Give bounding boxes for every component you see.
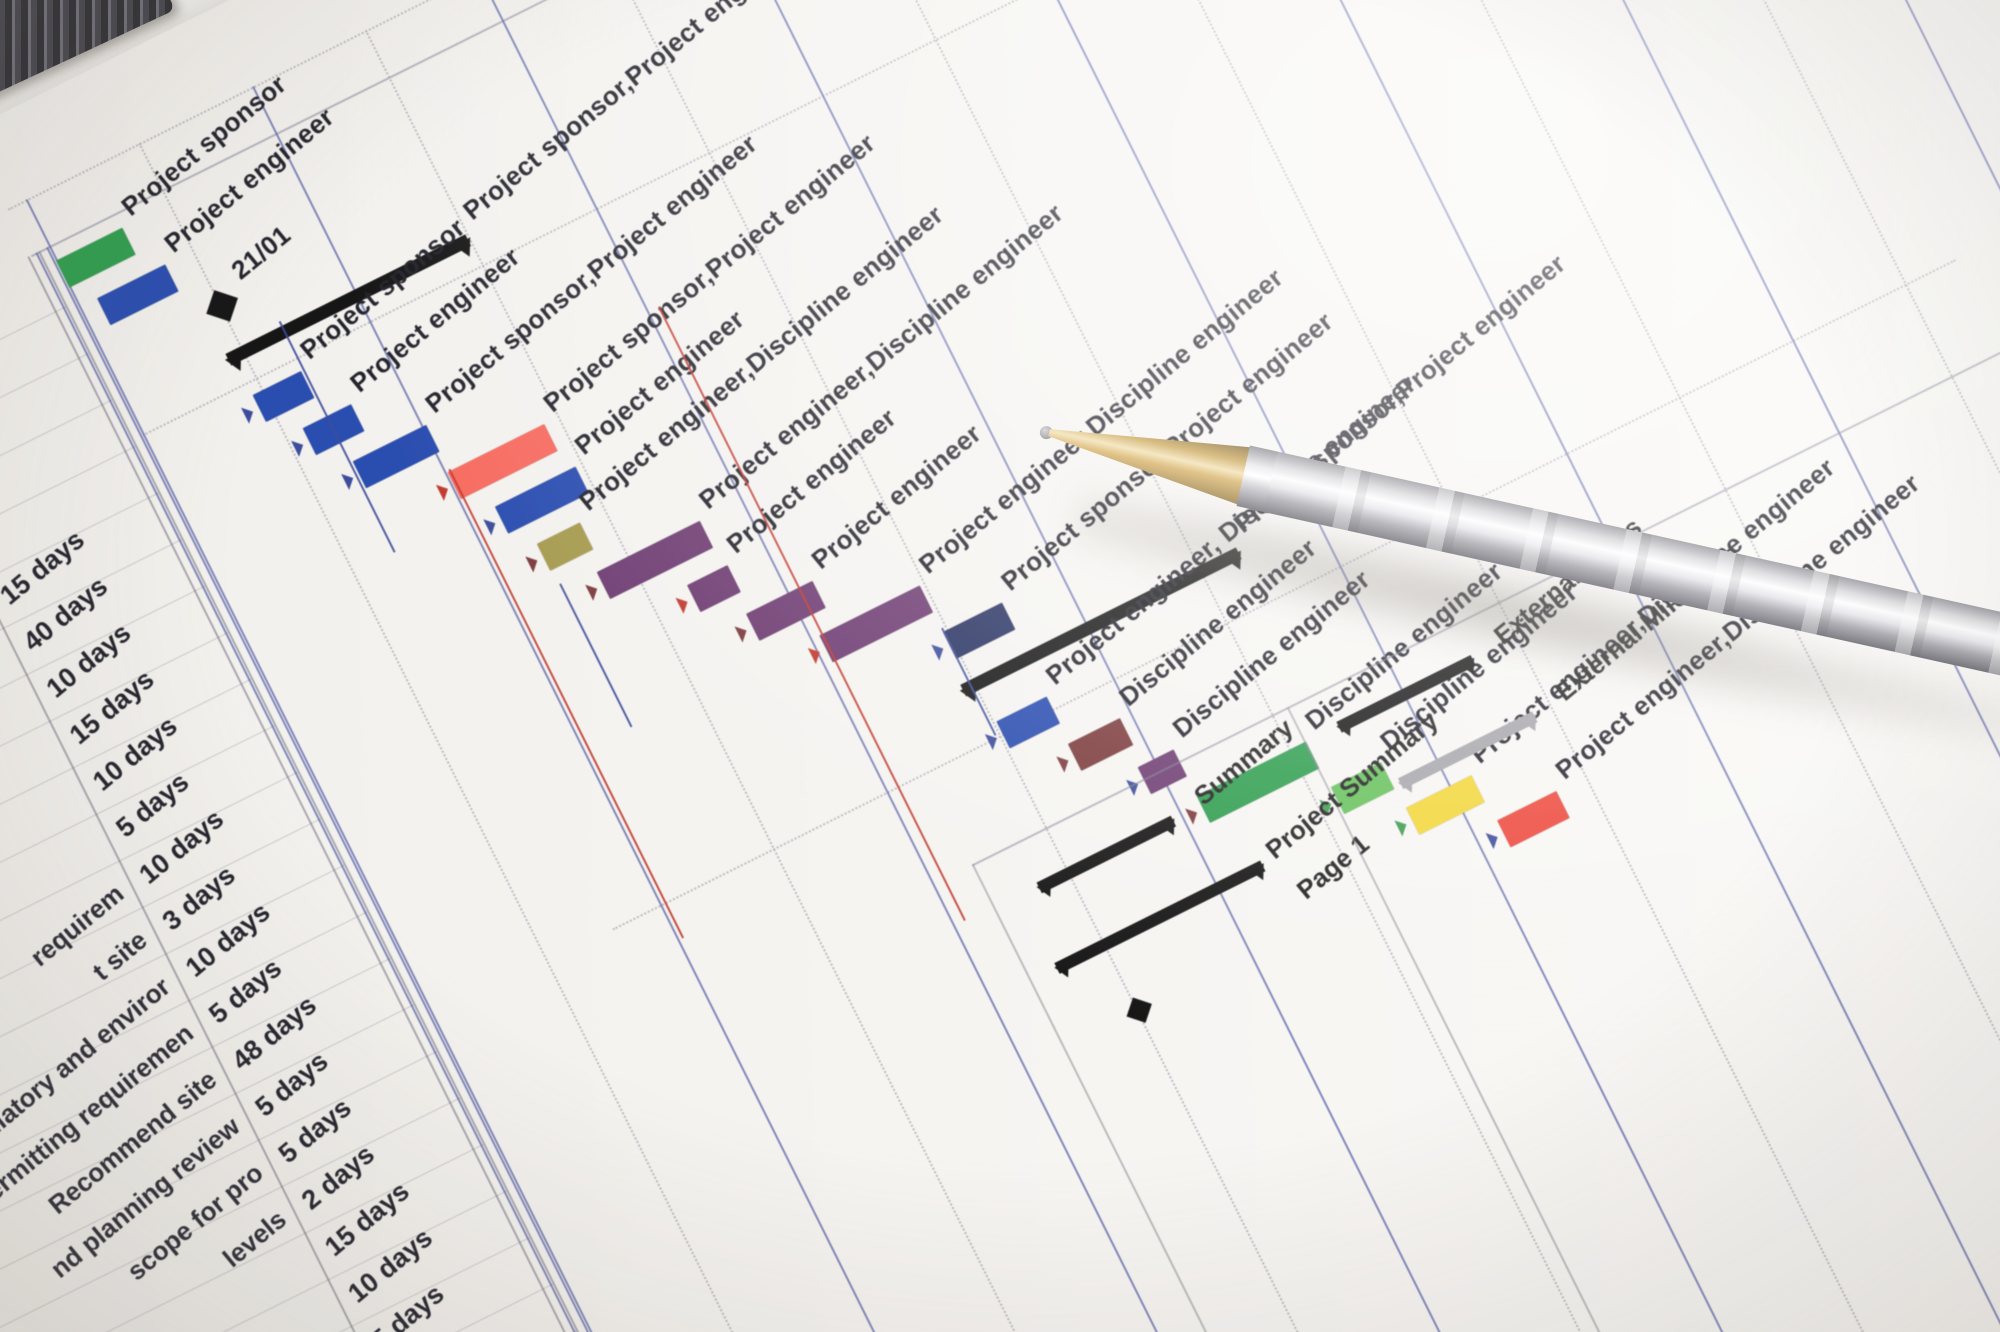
connector-line	[559, 583, 633, 728]
day-gridline	[364, 29, 1354, 1332]
task-bar	[819, 585, 934, 663]
gantt-rows: Project sponsor Project engineer 21/01 Proj…	[0, 0, 2000, 850]
task-bar	[352, 424, 440, 489]
milestone-diamond	[206, 290, 238, 322]
milestone-date-label: 21/01	[225, 219, 297, 286]
task-bar	[1405, 775, 1485, 835]
task-bar	[494, 466, 589, 534]
task-bar	[97, 264, 179, 326]
milestone-diamond-glyph	[1126, 997, 1152, 1023]
week-gridline	[478, 0, 1468, 1332]
